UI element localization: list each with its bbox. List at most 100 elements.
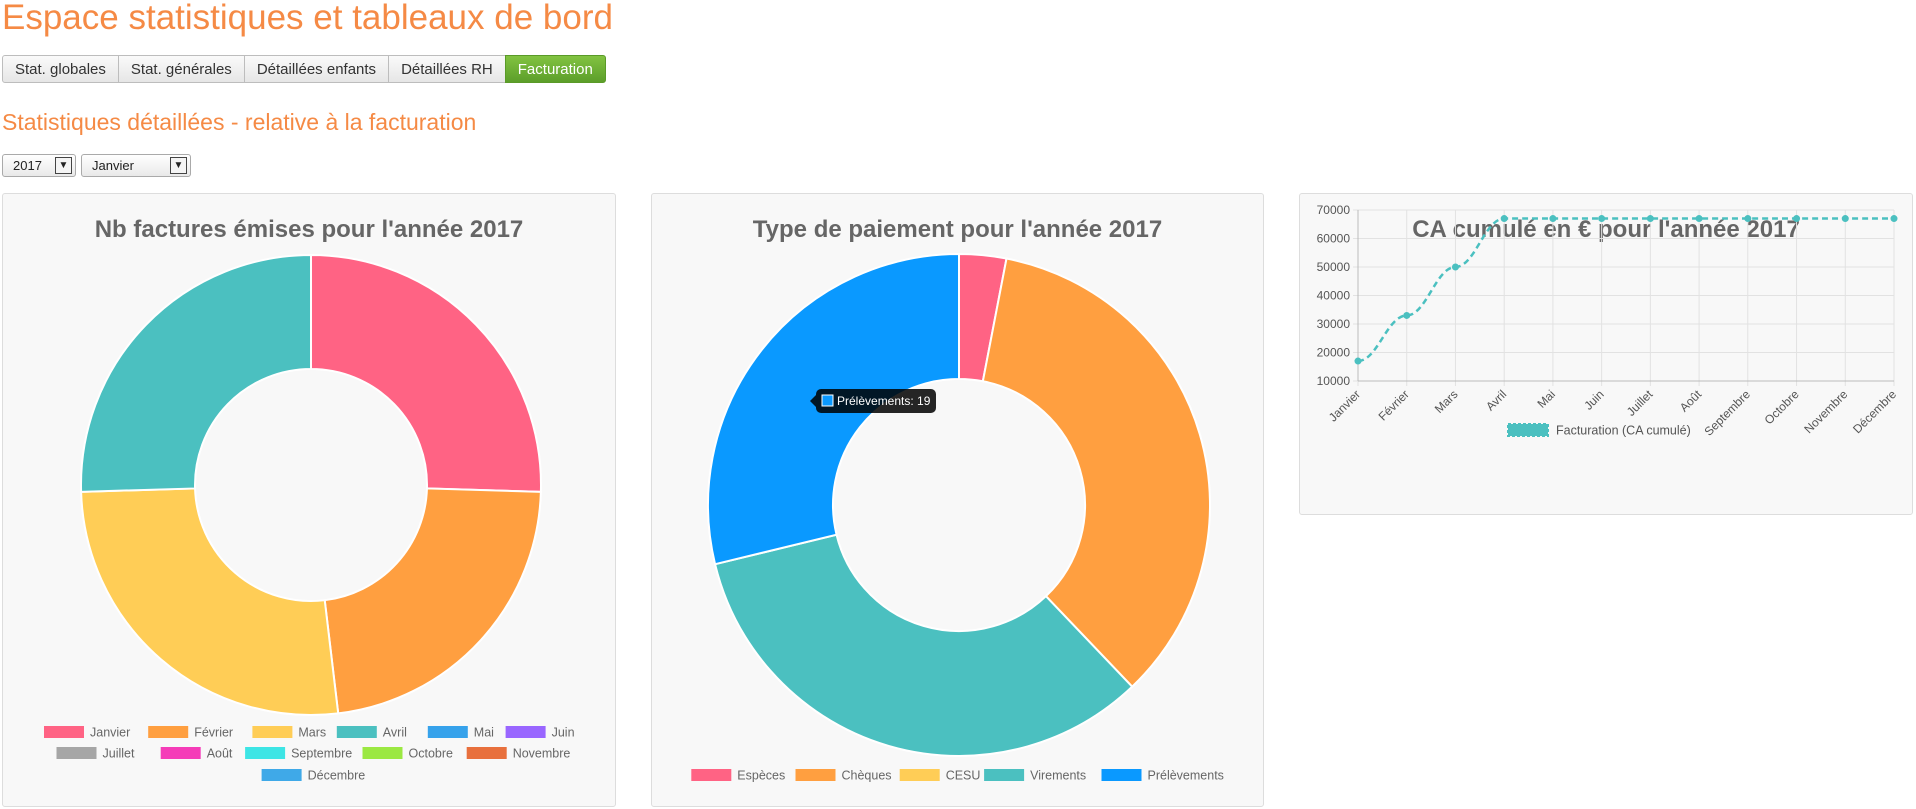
x-tick-label-novembre: Novembre <box>1801 387 1850 436</box>
legend-label-janvier: Janvier <box>90 726 130 740</box>
data-point-novembre <box>1841 215 1849 223</box>
legend-swatch-cesu <box>899 769 940 781</box>
series-line-ca-cumule <box>1357 217 1894 363</box>
tooltip-box <box>816 389 936 413</box>
y-tick-label: 20000 <box>1317 346 1351 360</box>
tooltip-swatch <box>821 394 834 407</box>
y-tick-label: 10000 <box>1317 374 1351 388</box>
legend-label-cheques: Chèques <box>842 769 892 783</box>
legend-swatch-ca-cumule <box>1507 423 1549 437</box>
x-tick-label-fevrier: Février <box>1376 387 1412 423</box>
legend-label-novembre: Novembre <box>513 747 571 761</box>
legend-swatch-septembre <box>245 747 286 759</box>
payment-doughnut-chart: Espèces Chèques CESU Virements Prélèvements P… <box>691 252 1224 783</box>
slice-virements <box>713 533 1134 757</box>
year-select[interactable]: 2017 ▼ <box>2 154 76 177</box>
data-point-mai <box>1549 215 1557 223</box>
legend-swatch-virements <box>984 769 1025 781</box>
ca-line-chart: 10000 20000 30000 40000 50000 60000 70000 Janvi… <box>1317 203 1900 439</box>
x-tick-label-janvier: Janvier <box>1326 387 1363 424</box>
slice-cheques <box>981 257 1211 689</box>
data-point-decembre <box>1890 215 1898 223</box>
tooltip-pointer <box>810 395 816 407</box>
legend-label-virements: Virements <box>1030 769 1086 783</box>
legend-swatch-fevrier <box>148 726 189 738</box>
legend-swatch-novembre <box>466 747 507 759</box>
tab-stat-generales[interactable]: Stat. générales <box>117 55 245 83</box>
slice-avril <box>80 253 312 493</box>
legend-swatch-janvier <box>44 726 84 738</box>
tab-facturation[interactable]: Facturation <box>504 55 606 83</box>
x-tick-label-octobre: Octobre <box>1762 387 1802 427</box>
x-tick-label-septembre: Septembre <box>1702 387 1754 439</box>
tab-detaillees-rh[interactable]: Détaillées RH <box>388 55 506 83</box>
x-tick-label-aout: Août <box>1677 387 1705 415</box>
legend-label-aout: Août <box>207 747 233 761</box>
month-select-value: Janvier <box>92 158 134 173</box>
x-tick-label-juillet: Juillet <box>1624 387 1656 419</box>
data-point-juin <box>1598 215 1606 223</box>
tab-detaillees-enfants[interactable]: Détaillées enfants <box>243 55 390 83</box>
legend-label-decembre: Décembre <box>308 769 366 783</box>
legend-label-octobre: Octobre <box>409 747 454 761</box>
y-tick-label: 40000 <box>1317 289 1351 303</box>
chevron-down-icon: ▼ <box>55 157 72 174</box>
x-tick-label-avril: Avril <box>1483 387 1509 413</box>
y-tick-label: 50000 <box>1317 260 1351 274</box>
legend-swatch-juin <box>505 726 546 738</box>
x-tick-label-decembre: Décembre <box>1850 387 1899 436</box>
filter-bar: 2017 ▼ Janvier ▼ <box>2 154 191 177</box>
invoices-doughnut-chart: Janvier Février Mars Avril Mai Juin Juillet Aoû… <box>44 253 575 783</box>
payment-chart-title: Type de paiement pour l'année 2017 <box>752 216 1163 243</box>
legend-swatch-mai <box>427 726 468 738</box>
legend-label-avril: Avril <box>383 726 407 740</box>
tab-stat-globales[interactable]: Stat. globales <box>2 55 119 83</box>
data-point-octobre <box>1793 215 1801 223</box>
x-tick-label-juin: Juin <box>1581 387 1606 412</box>
stats-tabs: Stat. globales Stat. générales Détaillée… <box>2 55 606 83</box>
legend-swatch-prelevements <box>1101 769 1142 781</box>
data-point-janvier <box>1354 357 1362 365</box>
data-point-juillet <box>1646 215 1654 223</box>
data-point-septembre <box>1744 215 1752 223</box>
legend-swatch-aout <box>160 747 201 759</box>
legend-label-cesu: CESU <box>946 769 981 783</box>
month-select[interactable]: Janvier ▼ <box>81 154 191 177</box>
legend-label-ca-cumule: Facturation (CA cumulé) <box>1556 424 1691 438</box>
legend-label-prelevements: Prélèvements <box>1148 769 1224 783</box>
y-tick-label: 30000 <box>1317 317 1351 331</box>
payment-chart-panel: Type de paiement pour l'année 2017 Espèc… <box>651 193 1264 807</box>
legend-swatch-mars <box>252 726 293 738</box>
legend-label-juin: Juin <box>552 726 575 740</box>
slice-fevrier <box>323 487 542 715</box>
legend-label-juillet: Juillet <box>103 747 135 761</box>
legend-label-septembre: Septembre <box>291 747 352 761</box>
y-tick-label: 60000 <box>1317 232 1351 246</box>
chevron-down-icon: ▼ <box>170 157 187 174</box>
year-select-value: 2017 <box>13 158 42 173</box>
slice-mars <box>80 487 340 716</box>
x-tick-label-mai: Mai <box>1534 387 1558 411</box>
data-point-fevrier <box>1403 311 1411 319</box>
page-title: Espace statistiques et tableaux de bord <box>2 0 613 37</box>
data-point-avril <box>1500 215 1508 223</box>
section-subtitle: Statistiques détaillées - relative à la … <box>2 109 477 135</box>
invoices-chart-title: Nb factures émises pour l'année 2017 <box>94 216 524 243</box>
tooltip-label: Prélèvements: 19 <box>837 394 931 408</box>
legend-swatch-avril <box>336 726 377 738</box>
legend-swatch-especes <box>691 769 732 781</box>
legend-label-especes: Espèces <box>737 769 785 783</box>
legend-label-fevrier: Février <box>194 726 233 740</box>
legend-swatch-decembre <box>261 769 302 781</box>
legend-swatch-cheques <box>795 769 836 781</box>
legend-label-mars: Mars <box>298 726 326 740</box>
invoices-chart-panel: Nb factures émises pour l'année 2017 Jan… <box>2 193 616 807</box>
legend-label-mai: Mai <box>474 726 494 740</box>
legend-swatch-juillet <box>56 747 97 759</box>
data-point-aout <box>1695 215 1703 223</box>
legend-swatch-octobre <box>362 747 403 759</box>
data-point-mars <box>1451 263 1459 271</box>
x-tick-label-mars: Mars <box>1432 387 1461 416</box>
y-tick-label: 70000 <box>1317 203 1351 217</box>
ca-chart-panel: CA cumulé en € pour l'année 2017 10000 20… <box>1299 193 1913 515</box>
